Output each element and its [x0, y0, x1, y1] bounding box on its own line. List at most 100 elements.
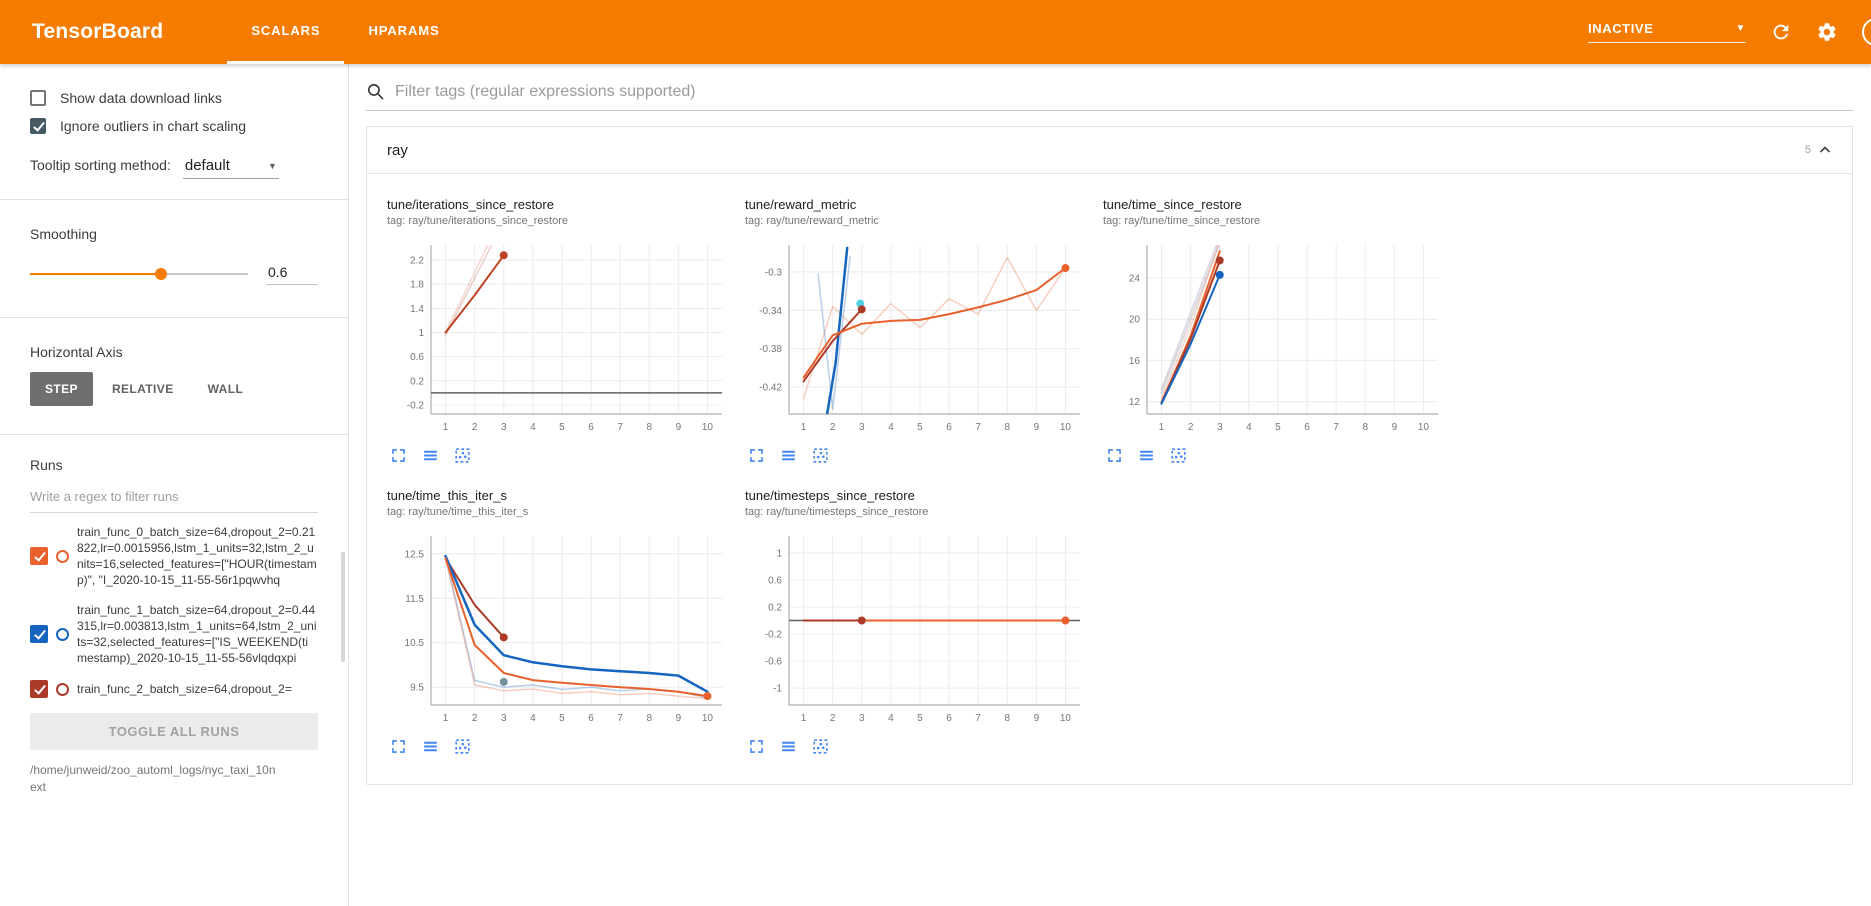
- line-chart[interactable]: 1 2 3 4 5 6 7 8 9 10 9.5 10.5 11.5 12.5: [387, 526, 732, 731]
- fit-domain-icon[interactable]: [811, 737, 830, 756]
- fit-domain-icon[interactable]: [453, 446, 472, 465]
- ignore-outliers-checkbox[interactable]: Ignore outliers in chart scaling: [30, 112, 318, 140]
- help-icon[interactable]: ?: [1862, 18, 1871, 46]
- checkbox-label: Ignore outliers in chart scaling: [60, 118, 246, 134]
- chevron-up-icon[interactable]: [1818, 143, 1832, 157]
- chevron-down-icon: ▼: [267, 160, 277, 171]
- run-list-item[interactable]: train_func_0_batch_size=64,dropout_2=0.2…: [30, 517, 318, 595]
- svg-text:10.5: 10.5: [405, 638, 425, 649]
- axis-step-button[interactable]: STEP: [30, 372, 93, 406]
- tab-scalars[interactable]: SCALARS: [227, 0, 345, 64]
- tab-hparams[interactable]: HPARAMS: [368, 23, 440, 38]
- svg-text:9: 9: [1034, 422, 1040, 433]
- svg-text:-1: -1: [773, 684, 782, 695]
- svg-text:8: 8: [646, 422, 652, 433]
- run-list-scrollbar[interactable]: [341, 552, 345, 662]
- data-table-icon[interactable]: [1137, 446, 1156, 465]
- run-isolate-circle[interactable]: [56, 682, 69, 696]
- reload-status-dropdown[interactable]: INACTIVE ▼: [1588, 21, 1746, 43]
- svg-text:1: 1: [801, 713, 807, 724]
- svg-text:1: 1: [776, 548, 782, 559]
- gear-icon[interactable]: [1816, 21, 1838, 43]
- tag-group-header[interactable]: ray 5: [367, 127, 1852, 174]
- svg-text:8: 8: [1362, 422, 1368, 433]
- data-table-icon[interactable]: [421, 737, 440, 756]
- svg-text:7: 7: [1333, 422, 1339, 433]
- svg-text:6: 6: [588, 713, 594, 724]
- expand-chart-icon[interactable]: [1105, 446, 1124, 465]
- toggle-all-runs-button[interactable]: TOGGLE ALL RUNS: [30, 713, 318, 750]
- svg-text:10: 10: [702, 422, 714, 433]
- chart-tag: tag: ray/tune/time_since_restore: [1103, 215, 1261, 227]
- tooltip-sorting-value: default: [184, 157, 230, 174]
- svg-text:-0.2: -0.2: [407, 400, 425, 411]
- divider: [0, 199, 348, 200]
- svg-text:4: 4: [888, 713, 894, 724]
- run-isolate-circle[interactable]: [56, 549, 69, 563]
- tooltip-sorting-select[interactable]: default ▼: [182, 156, 279, 179]
- svg-text:8: 8: [1004, 422, 1010, 433]
- svg-text:3: 3: [1217, 422, 1223, 433]
- svg-text:10: 10: [1418, 422, 1430, 433]
- svg-text:9.5: 9.5: [410, 683, 424, 694]
- svg-text:24: 24: [1129, 273, 1141, 284]
- svg-text:1: 1: [443, 713, 449, 724]
- log-directory-path: /home/junweid/zoo_automl_logs/nyc_taxi_1…: [30, 763, 276, 794]
- tag-group-count: 5: [1804, 144, 1811, 156]
- expand-chart-icon[interactable]: [389, 446, 408, 465]
- line-chart[interactable]: 1 2 3 4 5 6 7 8 9 10 -1 -0.6 -0.2 0.2 0.6 1: [745, 526, 1090, 731]
- horizontal-axis-label: Horizontal Axis: [30, 344, 123, 360]
- slider-thumb[interactable]: [154, 267, 167, 280]
- line-chart[interactable]: 1 2 3 4 5 6 7 8 9 10 -0.42 -0.38 -0.34 -0.3: [745, 235, 1090, 440]
- expand-chart-icon[interactable]: [389, 737, 408, 756]
- settings-sidebar: Show data download links Ignore outliers…: [0, 64, 349, 906]
- data-table-icon[interactable]: [779, 446, 798, 465]
- runs-label: Runs: [30, 457, 63, 473]
- expand-chart-icon[interactable]: [747, 737, 766, 756]
- tag-filter-input[interactable]: [395, 82, 1853, 101]
- svg-text:5: 5: [559, 422, 565, 433]
- axis-wall-button[interactable]: WALL: [193, 372, 259, 406]
- runs-filter-input[interactable]: [30, 481, 318, 513]
- fit-domain-icon[interactable]: [1169, 446, 1188, 465]
- run-checkbox[interactable]: [30, 680, 48, 698]
- run-checkbox[interactable]: [30, 625, 48, 643]
- refresh-icon[interactable]: [1770, 21, 1792, 43]
- tag-group-title: ray: [387, 141, 408, 159]
- svg-text:0.6: 0.6: [768, 575, 782, 586]
- chart-toolbar: [387, 440, 732, 465]
- show-download-links-checkbox[interactable]: Show data download links: [30, 84, 318, 112]
- fit-domain-icon[interactable]: [453, 737, 472, 756]
- line-chart[interactable]: 1 2 3 4 5 6 7 8 9 10 -0.2 0.2 0.6 1 1.4 1.8 2.2: [387, 235, 732, 440]
- chart-title: tune/time_this_iter_s: [387, 488, 507, 503]
- checkbox-icon: [30, 118, 46, 134]
- smoothing-value-input[interactable]: 0.6: [266, 262, 318, 285]
- run-label: train_func_1_batch_size=64,dropout_2=0.4…: [77, 603, 317, 665]
- fit-domain-icon[interactable]: [811, 446, 830, 465]
- svg-text:7: 7: [975, 422, 981, 433]
- divider: [0, 434, 348, 435]
- svg-text:7: 7: [617, 713, 623, 724]
- tooltip-sorting-row: Tooltip sorting method: default ▼: [30, 140, 318, 185]
- svg-text:12.5: 12.5: [405, 549, 425, 560]
- svg-text:1.8: 1.8: [410, 280, 424, 291]
- axis-relative-button[interactable]: RELATIVE: [97, 372, 189, 406]
- data-table-icon[interactable]: [421, 446, 440, 465]
- expand-chart-icon[interactable]: [747, 446, 766, 465]
- run-list-item[interactable]: train_func_2_batch_size=64,dropout_2=: [30, 673, 318, 705]
- svg-text:0.2: 0.2: [768, 602, 782, 613]
- svg-text:-0.38: -0.38: [759, 344, 782, 355]
- chart-title: tune/time_since_restore: [1103, 197, 1242, 212]
- divider: [0, 317, 348, 318]
- chart-card: tune/timesteps_since_restore tag: ray/tu…: [745, 487, 1090, 756]
- data-table-icon[interactable]: [779, 737, 798, 756]
- chart-title: tune/timesteps_since_restore: [745, 488, 915, 503]
- smoothing-slider[interactable]: [30, 267, 248, 281]
- chart-toolbar: [745, 731, 1090, 756]
- svg-text:2: 2: [1188, 422, 1194, 433]
- svg-text:7: 7: [975, 713, 981, 724]
- run-list-item[interactable]: train_func_1_batch_size=64,dropout_2=0.4…: [30, 595, 318, 673]
- run-checkbox[interactable]: [30, 547, 48, 565]
- run-isolate-circle[interactable]: [56, 627, 69, 641]
